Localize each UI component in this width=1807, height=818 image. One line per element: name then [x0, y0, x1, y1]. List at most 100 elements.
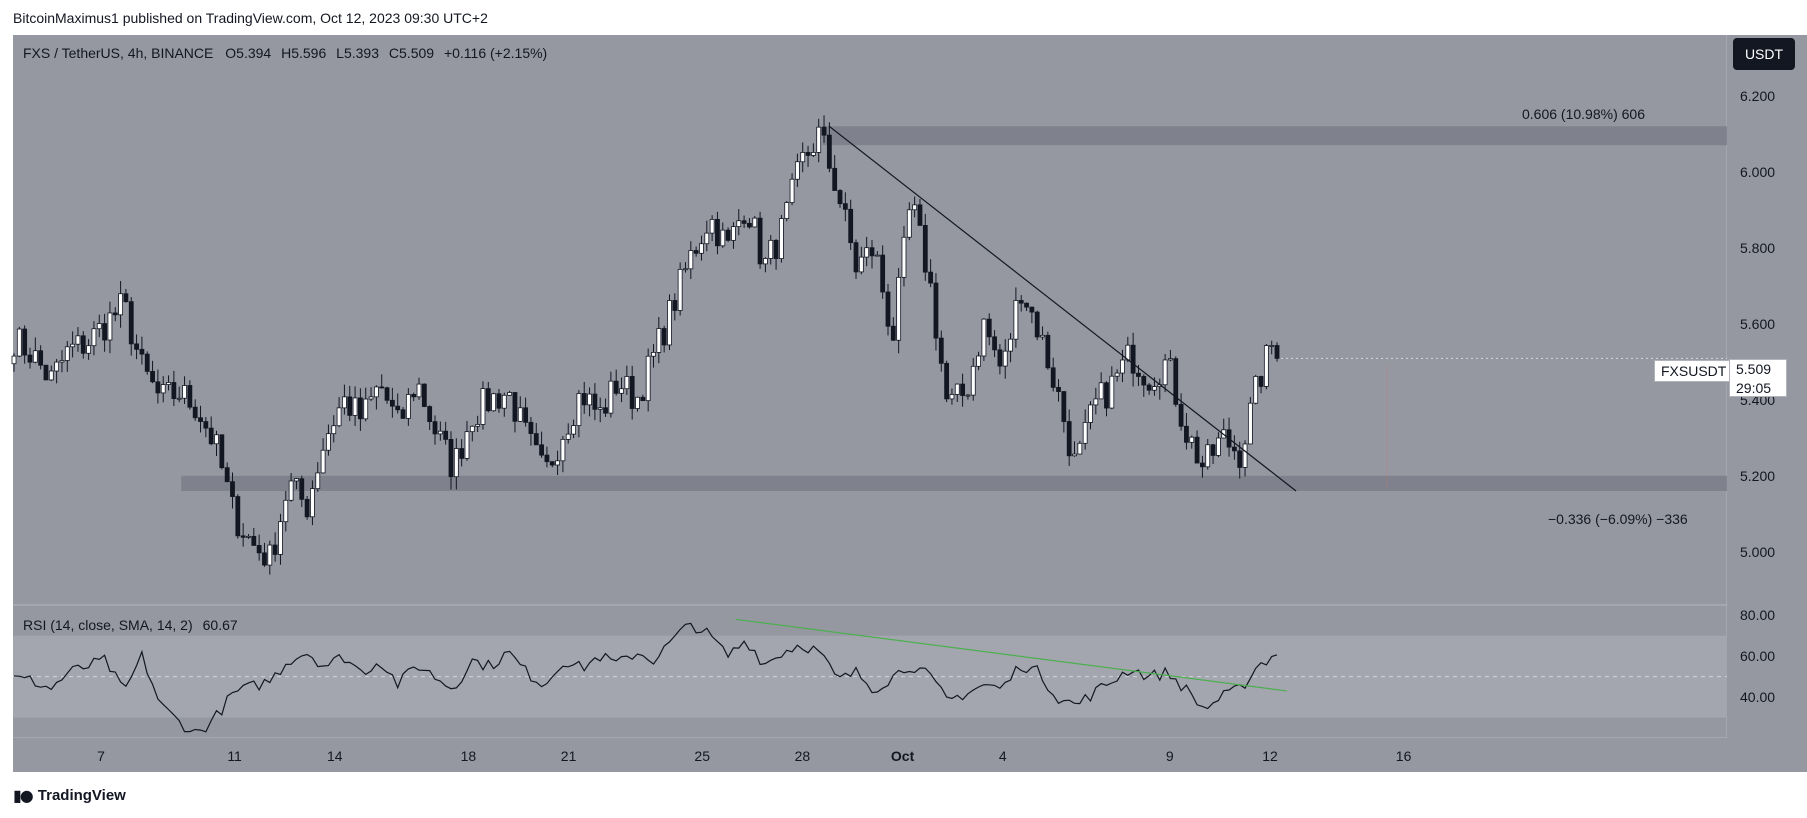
candle-down — [171, 382, 177, 399]
candle-up — [699, 243, 704, 254]
high-label: H — [281, 45, 292, 61]
candle-down — [427, 406, 433, 423]
candle-down — [853, 242, 859, 273]
candle-up — [864, 247, 870, 258]
currency-button[interactable]: USDT — [1733, 38, 1795, 70]
candle-up — [970, 365, 976, 396]
candle-down — [251, 535, 257, 546]
candle-up — [59, 360, 65, 363]
candle-down — [230, 481, 235, 497]
high-value: 5.596 — [291, 45, 327, 61]
rsi-line — [13, 622, 1278, 733]
candle-down — [528, 421, 534, 434]
candle-down — [1056, 386, 1061, 392]
candle-up — [464, 431, 470, 459]
candle-down — [523, 407, 529, 423]
time-axis-background — [13, 738, 1727, 772]
candle-up — [160, 384, 166, 394]
candle-down — [80, 335, 86, 354]
price-tick-label: 5.200 — [1740, 468, 1775, 484]
candle-down — [747, 222, 752, 228]
candle-down — [539, 444, 544, 456]
candle-down — [1066, 421, 1072, 457]
candle-down — [395, 405, 401, 411]
candle-down — [27, 354, 33, 363]
candle-up — [437, 430, 443, 435]
candle-down — [224, 467, 230, 483]
candle-up — [91, 328, 97, 347]
candle-down — [715, 219, 720, 247]
symbol-legend: FXS / TetherUS, 4h, BINANCE O5.394 H5.59… — [23, 45, 547, 61]
price-tick-label: 6.200 — [1740, 88, 1775, 104]
candle-down — [192, 406, 198, 419]
candle-up — [214, 434, 219, 445]
candle-up — [315, 472, 321, 490]
candle-down — [826, 134, 832, 169]
candle-up — [635, 396, 640, 409]
candle-up — [816, 126, 822, 153]
candle-down — [661, 328, 667, 346]
candle-up — [736, 220, 742, 228]
candle-down — [1194, 436, 1200, 464]
candle-down — [379, 386, 385, 389]
rsi-label[interactable]: RSI (14, close, SMA, 14, 2) — [23, 617, 193, 633]
candle-down — [986, 318, 992, 338]
candle-down — [933, 282, 939, 339]
candle-down — [997, 349, 1003, 367]
symbol-title[interactable]: FXS / TetherUS, 4h, BINANCE — [23, 45, 214, 61]
candle-up — [1247, 402, 1253, 445]
candle-up — [976, 355, 981, 367]
candle-down — [1130, 344, 1136, 374]
candle-down — [1258, 376, 1264, 387]
candle-down — [1045, 334, 1051, 369]
candle-up — [619, 388, 624, 394]
candle-up — [1152, 386, 1157, 391]
candle-up — [571, 425, 576, 435]
candle-up — [342, 396, 347, 409]
candle-down — [150, 371, 155, 383]
candle-up — [320, 449, 326, 474]
publisher-name[interactable]: BitcoinMaximus1 — [13, 10, 119, 26]
candle-down — [240, 535, 246, 538]
tradingview-logo[interactable]: ▮● TradingView — [13, 786, 126, 805]
candle-up — [363, 398, 369, 420]
candle-up — [75, 335, 81, 345]
close-value: 5.509 — [399, 45, 435, 61]
time-axis[interactable]: 7 11 14 18 21 25 28 Oct 4 9 12 16 — [97, 748, 1411, 764]
candle-up — [1040, 334, 1045, 338]
candle-up — [11, 355, 17, 365]
candle-down — [1029, 306, 1035, 313]
candle-up — [405, 394, 411, 419]
candle-down — [938, 337, 944, 364]
candle-up — [858, 256, 864, 273]
price-tick-label: 5.000 — [1740, 544, 1775, 560]
candle-up — [1008, 338, 1013, 352]
candle-up — [1098, 382, 1104, 400]
candle-down — [1274, 345, 1280, 359]
candle-down — [821, 126, 827, 136]
candle-down — [693, 250, 699, 254]
candle-down — [43, 364, 49, 381]
candle-down — [1104, 382, 1109, 409]
candle-up — [310, 488, 315, 518]
candle-down — [1136, 372, 1141, 377]
candle-down — [421, 383, 427, 407]
candle-up — [267, 544, 273, 566]
candle-down — [837, 190, 843, 205]
candle-up — [912, 204, 918, 211]
published-text: published on TradingView.com, Oct 12, 20… — [122, 10, 488, 26]
time-tick-label: 18 — [461, 748, 477, 764]
candle-up — [1189, 436, 1195, 443]
open-label: O — [225, 45, 237, 61]
candle-up — [517, 407, 523, 422]
candle-up — [1114, 372, 1120, 377]
rsi-axis[interactable]: 40.00 60.00 80.00 — [1740, 607, 1775, 705]
candle-up — [86, 345, 92, 354]
candle-down — [432, 421, 438, 435]
candle-up — [1168, 358, 1173, 361]
candle-down — [1024, 302, 1029, 308]
candle-up — [54, 361, 60, 372]
price-axis-background — [1727, 35, 1807, 772]
candle-up — [794, 161, 800, 180]
candle-up — [560, 438, 566, 462]
